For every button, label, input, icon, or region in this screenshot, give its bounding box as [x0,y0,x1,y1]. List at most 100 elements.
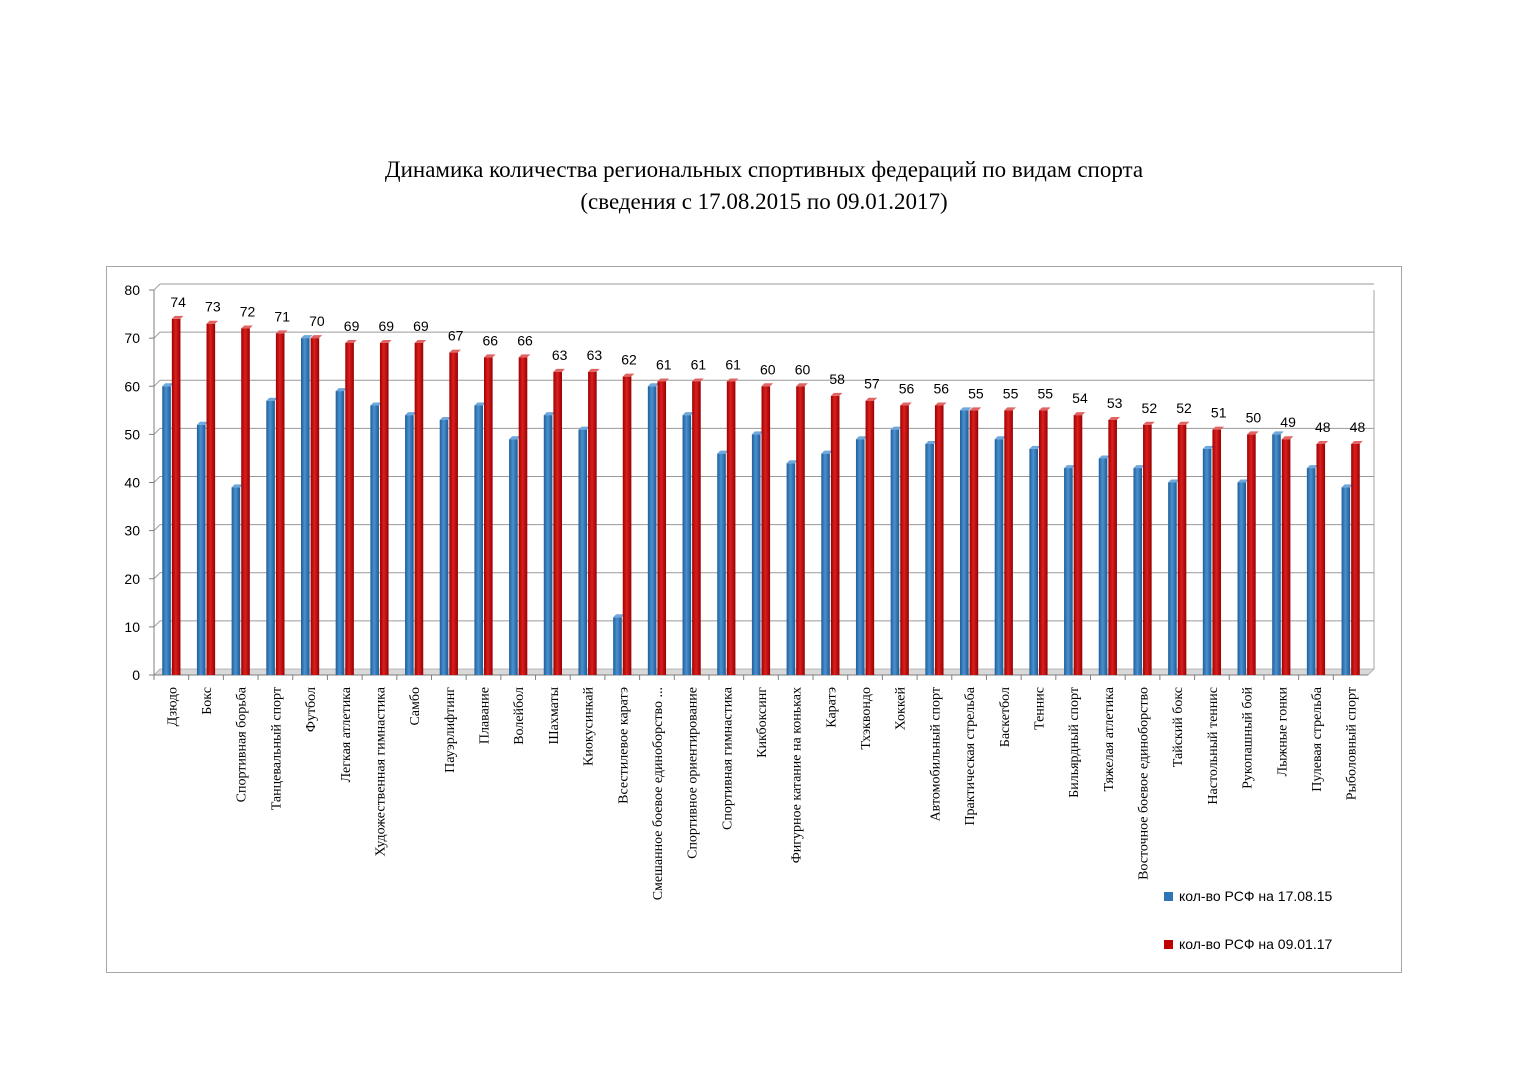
bar-top-series-1 [335,388,348,392]
data-label-series-2: 69 [413,318,429,334]
bar-series-1 [162,386,171,675]
data-label-series-2: 53 [1107,395,1123,411]
bar-top-series-1 [1064,465,1076,469]
bar-top-series-2 [692,378,704,382]
bar-series-2 [1177,424,1187,675]
bar-series-1 [751,434,761,675]
bar-series-1 [474,405,484,675]
bar-top-series-1 [405,412,417,416]
bar-series-2 [830,395,840,675]
x-category-label: Баскетбол [998,687,1013,747]
bar-top-series-1 [821,450,833,454]
x-category-label: Восточное боевое единоборство [1137,687,1152,880]
bar-series-1 [1098,458,1108,675]
bar-series-2 [1143,424,1152,675]
bar-top-series-2 [241,325,253,329]
bar-series-2 [761,386,771,675]
bar-top-series-2 [1108,416,1120,420]
bar-series-1 [647,386,657,675]
x-category-label: Смешанное боевое единоборство ... [651,687,666,900]
x-category-label: Фигурное катание на коньках [790,687,805,863]
y-tick-label: 20 [124,571,140,587]
bar-top-series-1 [855,436,868,440]
bar-series-2 [241,328,250,675]
y-tick-label: 70 [124,330,140,346]
bar-top-series-1 [266,397,278,401]
bar-series-1 [1202,448,1212,675]
bar-top-series-2 [830,392,843,396]
x-category-label: Бокс [200,687,215,715]
bar-series-1 [335,391,345,675]
y-tick-label: 0 [132,667,140,683]
gridline-side [153,379,161,387]
data-label-series-2: 48 [1315,419,1331,435]
bar-series-1 [890,429,900,675]
legend-swatch-blue [1164,891,1173,901]
x-category-label: Тхэквондо [859,687,874,750]
x-category-label: Настольный теннис [1206,687,1221,805]
bar-top-series-1 [994,436,1007,440]
bar-series-1 [855,439,865,675]
legend-item-series-1: кол-во РСФ на 17.08.15 [1164,888,1332,904]
legend-item-series-2: кол-во РСФ на 09.01.17 [1164,936,1332,952]
bar-top-series-1 [543,412,556,416]
bar-series-1 [231,487,241,675]
bar-top-series-2 [484,354,496,358]
x-category-label: Волейбол [512,687,527,745]
bar-series-1 [1272,434,1281,675]
bar-series-2 [206,323,216,675]
y-tick-label: 60 [124,378,140,394]
data-label-series-2: 63 [552,347,568,363]
bar-top-series-2 [275,330,288,334]
bar-top-series-1 [925,441,937,444]
bar-series-2 [1316,444,1326,675]
bar-series-1 [439,419,449,675]
bar-series-2 [1351,444,1360,675]
bar-series-1 [300,338,310,675]
bar-top-series-2 [1004,407,1016,411]
bar-top-series-2 [449,349,461,353]
data-label-series-2: 69 [344,318,360,334]
bar-series-2 [1004,410,1013,675]
gridline-side [153,331,161,339]
bar-series-2 [518,357,528,675]
bar-series-1 [266,400,275,675]
bar-series-2 [484,357,493,675]
gridline-side [153,524,161,531]
chart-title-line-2: (сведения с 17.08.2015 по 09.01.2017) [580,189,948,214]
data-label-series-2: 74 [170,294,186,310]
x-category-label: Тяжелая атлетика [1102,686,1117,791]
bar-series-1 [196,424,206,675]
data-label-series-2: 56 [899,381,915,397]
bar-top-series-2 [379,339,392,343]
bar-top-series-2 [622,373,635,377]
bar-top-series-2 [345,339,357,343]
bar-top-series-1 [751,431,764,435]
legend-swatch-red [1164,939,1173,949]
data-label-series-2: 61 [691,356,707,372]
bar-top-series-1 [1306,465,1319,469]
bar-top-series-1 [370,402,382,406]
data-label-series-2: 63 [587,347,603,363]
x-category-label: Легкая атлетика [339,686,354,782]
bar-series-1 [370,405,379,675]
bar-series-1 [1029,448,1038,675]
bar-series-2 [553,371,562,675]
bar-series-2 [622,376,632,675]
bar-series-1 [994,439,1004,675]
x-category-label: Художественная гимнастика [373,686,388,856]
x-category-label: Шахматы [547,686,562,744]
bar-series-2 [310,338,320,675]
bar-series-2 [275,333,285,675]
legend-label-series-2: кол-во РСФ на 09.01.17 [1179,936,1333,952]
bar-series-2 [934,405,944,675]
bar-top-series-2 [865,397,878,401]
gridline-side [153,620,161,628]
bar-series-2 [865,400,875,675]
data-label-series-2: 52 [1176,400,1192,416]
chart-title: Динамика количества региональных спортив… [0,154,1528,218]
x-category-label: Пауэрлифтинг [443,687,458,773]
bar-top-series-2 [1247,431,1259,435]
data-label-series-2: 56 [933,381,949,397]
